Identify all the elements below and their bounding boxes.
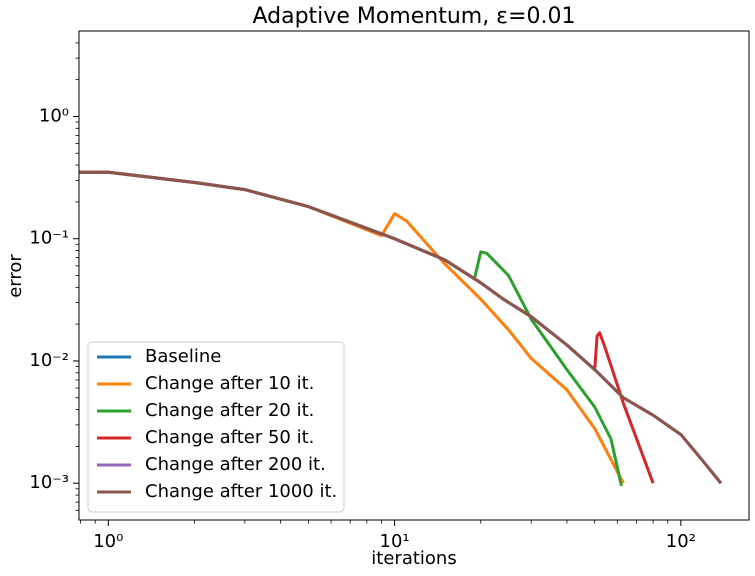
x-tick-label: 10¹: [380, 531, 410, 552]
y-tick-label: 10⁰: [39, 105, 69, 126]
legend-label: Change after 10 it.: [145, 373, 314, 394]
plot-frame: [78, 30, 750, 521]
legend-label: Change after 200 it.: [145, 454, 326, 475]
legend-label: Change after 20 it.: [145, 400, 314, 421]
y-tick-label: 10⁻³: [29, 472, 69, 493]
x-axis-label: iterations: [371, 548, 456, 569]
y-axis-label: error: [5, 254, 26, 298]
x-tick-label: 10²: [666, 531, 696, 552]
legend-label: Change after 50 it.: [145, 427, 314, 448]
series-line: [79, 170, 723, 485]
legend-box: [87, 341, 345, 513]
x-tick-label: 10⁰: [93, 531, 123, 552]
legend-label: Change after 1000 it.: [145, 481, 337, 502]
y-tick-label: 10⁻¹: [29, 228, 69, 249]
chart-title: Adaptive Momentum, ε=0.01: [252, 4, 575, 29]
y-tick-label: 10⁻²: [29, 350, 69, 371]
legend-label: Baseline: [145, 346, 221, 367]
